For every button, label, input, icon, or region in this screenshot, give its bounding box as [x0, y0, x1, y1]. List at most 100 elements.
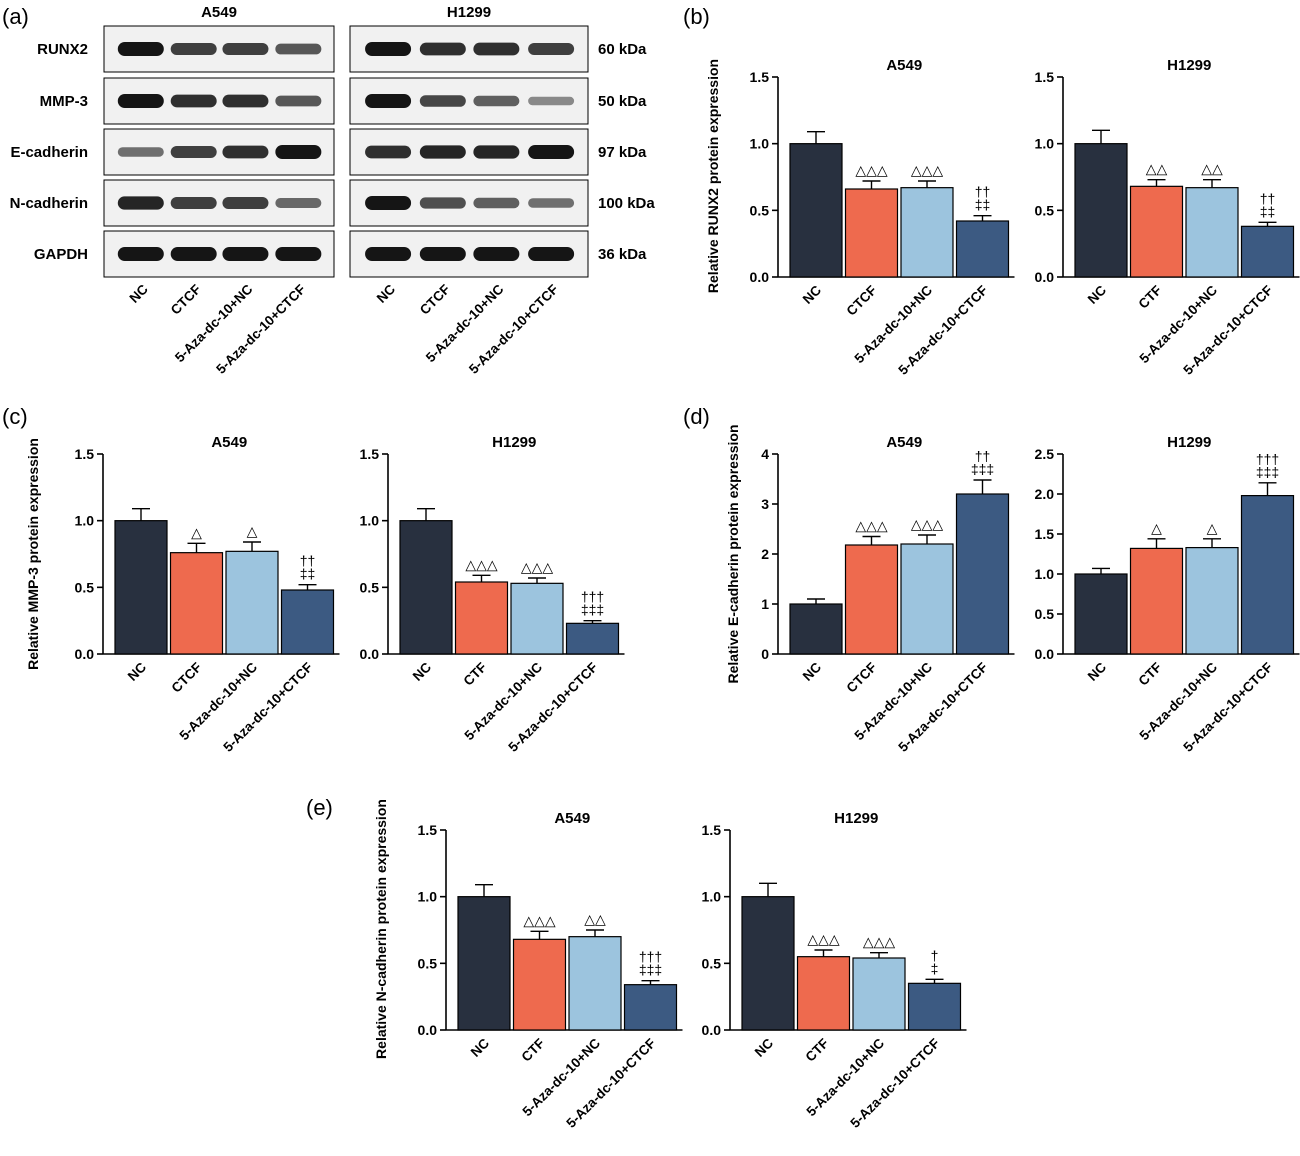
y-tick-label: 1.0	[1035, 566, 1055, 582]
y-tick-label: 0.0	[1035, 269, 1055, 285]
y-tick-label: 0.0	[360, 646, 380, 662]
y-tick-label: 0.5	[418, 955, 438, 971]
molecular-weight-label: 36 kDa	[598, 246, 647, 263]
protein-band	[222, 197, 269, 209]
bar	[623, 984, 678, 1031]
protein-band	[419, 145, 466, 159]
protein-band	[528, 247, 575, 261]
bar	[169, 552, 224, 655]
protein-band	[365, 145, 412, 159]
molecular-weight-label: 100 kDa	[598, 195, 655, 212]
y-tick-label: 0.5	[1035, 202, 1055, 218]
y-tick-label: 1.5	[702, 822, 722, 838]
significance-mark: ‡‡‡	[639, 962, 662, 978]
protein-band	[473, 95, 520, 107]
x-category-label: NC	[468, 1035, 493, 1060]
bar	[510, 582, 564, 655]
y-tick-label: 1.5	[418, 822, 438, 838]
blot-title-h1299: H1299	[447, 4, 491, 21]
protein-label: MMP-3	[40, 93, 88, 110]
protein-band	[419, 247, 466, 261]
y-tick-label: 1.5	[360, 446, 380, 462]
chart-a549: A5490.00.51.01.5NC△△△CTF△△5-Aza-dc-10+NC…	[418, 810, 683, 1131]
chart-title: H1299	[1167, 57, 1211, 74]
blot-title-a549: A549	[201, 4, 237, 21]
protein-band	[528, 145, 575, 159]
significance-mark: △	[1207, 520, 1218, 536]
significance-mark: △△△	[807, 931, 840, 947]
protein-band	[222, 43, 269, 55]
molecular-weight-label: 97 kDa	[598, 144, 647, 161]
bar	[399, 520, 453, 655]
y-tick-label: 0.0	[75, 646, 95, 662]
chart-a549: A5490.00.51.01.5NC△CTCF△5-Aza-dc-10+NC††…	[75, 434, 340, 755]
bar	[1185, 187, 1239, 278]
significance-mark: △△	[1146, 161, 1168, 177]
significance-mark: △△△	[911, 516, 944, 532]
x-category-label: NC	[1085, 282, 1110, 307]
x-category-label: NC	[800, 282, 825, 307]
y-tick-label: 1.0	[75, 513, 95, 529]
protein-band	[419, 42, 466, 56]
chart-title: A549	[886, 57, 922, 74]
bar	[457, 896, 511, 1031]
protein-label: E-cadherin	[10, 144, 88, 161]
significance-mark: †††	[639, 949, 662, 965]
protein-band	[528, 43, 575, 55]
significance-mark: △△△	[911, 162, 944, 178]
x-category-label: CTF	[1135, 283, 1164, 312]
bar	[568, 936, 622, 1031]
y-tick-label: 4	[761, 446, 769, 462]
chart-title: A549	[211, 434, 247, 451]
x-category-label: NC	[752, 1035, 777, 1060]
significance-mark: †	[931, 947, 939, 963]
bar	[741, 896, 795, 1031]
significance-mark: ‡‡‡	[1256, 464, 1279, 480]
y-axis-label: Relative RUNX2 protein expression	[705, 59, 721, 293]
panel-label: (a)	[2, 4, 29, 29]
protein-label: N-cadherin	[10, 195, 88, 212]
y-tick-label: 1.5	[1035, 69, 1055, 85]
bar	[900, 187, 954, 278]
bar	[454, 581, 509, 655]
chart-title: H1299	[492, 434, 536, 451]
bar	[955, 493, 1010, 655]
protein-band	[528, 198, 575, 208]
y-axis-label: Relative N-cadherin protein expression	[373, 799, 389, 1059]
y-axis-label: Relative E-cadherin protein expression	[725, 424, 741, 683]
significance-mark: △	[191, 524, 202, 540]
y-tick-label: 1	[761, 596, 769, 612]
y-tick-label: 0.5	[750, 202, 770, 218]
y-tick-label: 1.0	[418, 889, 438, 905]
bar	[280, 589, 335, 655]
protein-label: GAPDH	[34, 246, 88, 263]
significance-mark: ††	[975, 448, 991, 464]
bar	[512, 938, 567, 1031]
protein-band	[473, 247, 520, 261]
protein-band	[117, 247, 164, 261]
protein-band	[365, 94, 412, 108]
protein-band	[275, 145, 322, 159]
bar	[900, 543, 954, 655]
chart-h1299: H12990.00.51.01.52.02.5NC△CTF△5-Aza-dc-1…	[1035, 434, 1300, 755]
chart-a549: A5490.00.51.01.5NC△△△CTCF△△△5-Aza-dc-10+…	[750, 57, 1015, 378]
significance-mark: ‡‡	[975, 197, 991, 213]
protein-band	[473, 145, 520, 159]
protein-band	[365, 42, 412, 56]
significance-mark: △△	[584, 911, 606, 927]
molecular-weight-label: 60 kDa	[598, 41, 647, 58]
significance-mark: △	[1151, 520, 1162, 536]
bar	[789, 603, 843, 655]
significance-mark: ††	[300, 553, 316, 569]
lane-label: CTCF	[417, 282, 453, 318]
bar	[1074, 573, 1128, 655]
bar	[907, 982, 962, 1031]
protein-band	[170, 146, 217, 158]
chart-title: A549	[886, 434, 922, 451]
y-axis-label: Relative MMP-3 protein expression	[25, 438, 41, 670]
x-category-label: CTF	[518, 1036, 547, 1065]
significance-mark: ††	[975, 184, 991, 200]
bar	[1240, 225, 1295, 278]
x-category-label: NC	[125, 659, 150, 684]
